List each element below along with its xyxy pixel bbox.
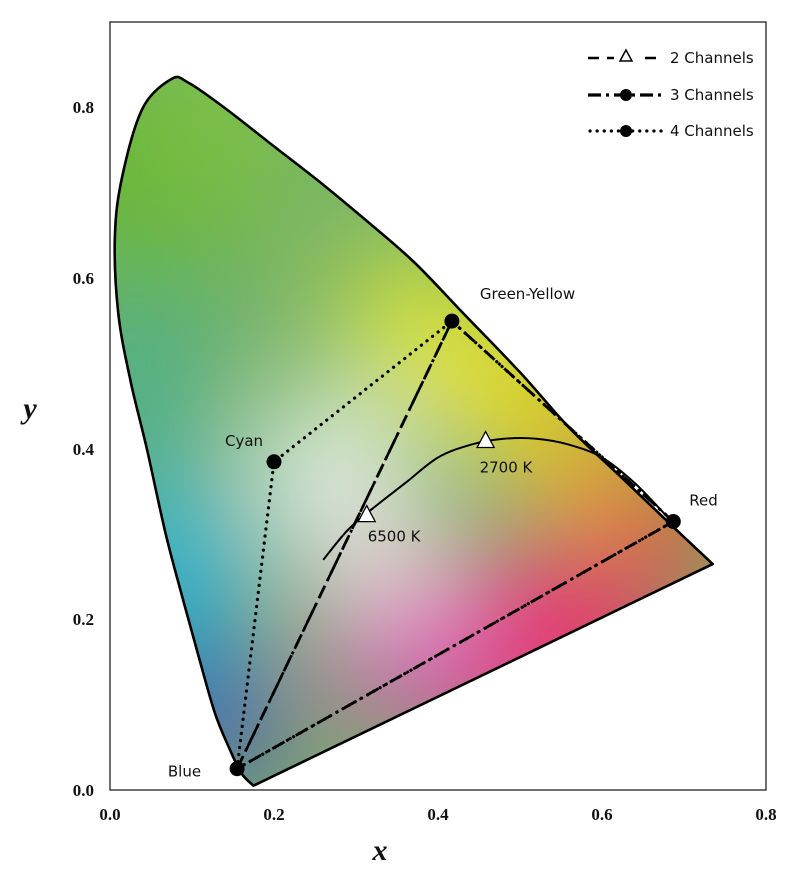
x-tick-label: 0.0 xyxy=(99,805,120,824)
gamut-color-fill xyxy=(114,76,713,786)
white-point-6500k xyxy=(357,504,377,523)
legend-marker-circle xyxy=(620,89,632,101)
series-line-4-channels xyxy=(235,319,677,771)
x-axis-title: x xyxy=(372,834,388,867)
y-tick-label: 0.8 xyxy=(73,98,94,117)
series-line-2-channels xyxy=(235,320,454,770)
legend: 2 Channels 3 Channels 4 Channels xyxy=(588,48,754,140)
legend-marker-circle xyxy=(620,125,632,137)
point-label-cyan: Cyan xyxy=(225,432,263,450)
primary-point-green-yellow xyxy=(444,313,460,329)
primary-point-blue xyxy=(229,761,245,777)
legend-label-3-channels: 3 Channels xyxy=(670,86,754,104)
primary-point-cyan xyxy=(266,454,282,470)
white-point-2700k xyxy=(476,430,496,449)
point-label-green-yellow: Green-Yellow xyxy=(480,285,575,303)
legend-marker-triangle xyxy=(618,48,634,62)
x-tick-label: 0.2 xyxy=(263,805,284,824)
point-label-red: Red xyxy=(689,492,718,510)
spectral-locus-outline xyxy=(113,75,714,787)
y-tick-label: 0.2 xyxy=(73,610,94,629)
x-tick-label: 0.6 xyxy=(591,805,612,824)
y-tick-label: 0.4 xyxy=(73,440,95,459)
legend-label-4-channels: 4 Channels xyxy=(670,122,754,140)
point-label-blue: Blue xyxy=(168,763,201,781)
x-tick-label: 0.4 xyxy=(427,805,449,824)
point-label-6500k: 6500 K xyxy=(368,528,422,546)
y-tick-label: 0.6 xyxy=(73,269,94,288)
point-label-2700k: 2700 K xyxy=(480,459,534,477)
x-tick-label: 0.8 xyxy=(755,805,776,824)
primary-point-red xyxy=(665,514,681,529)
y-axis-title: y xyxy=(20,392,37,425)
plot-frame xyxy=(109,21,767,791)
legend-label-2-channels: 2 Channels xyxy=(670,49,754,67)
y-tick-label: 0.0 xyxy=(73,781,94,800)
